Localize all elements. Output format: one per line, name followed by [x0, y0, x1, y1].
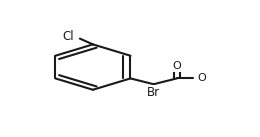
Text: Br: Br — [147, 86, 160, 99]
Text: O: O — [172, 61, 181, 71]
Text: Cl: Cl — [63, 30, 74, 43]
Text: O: O — [197, 73, 206, 83]
